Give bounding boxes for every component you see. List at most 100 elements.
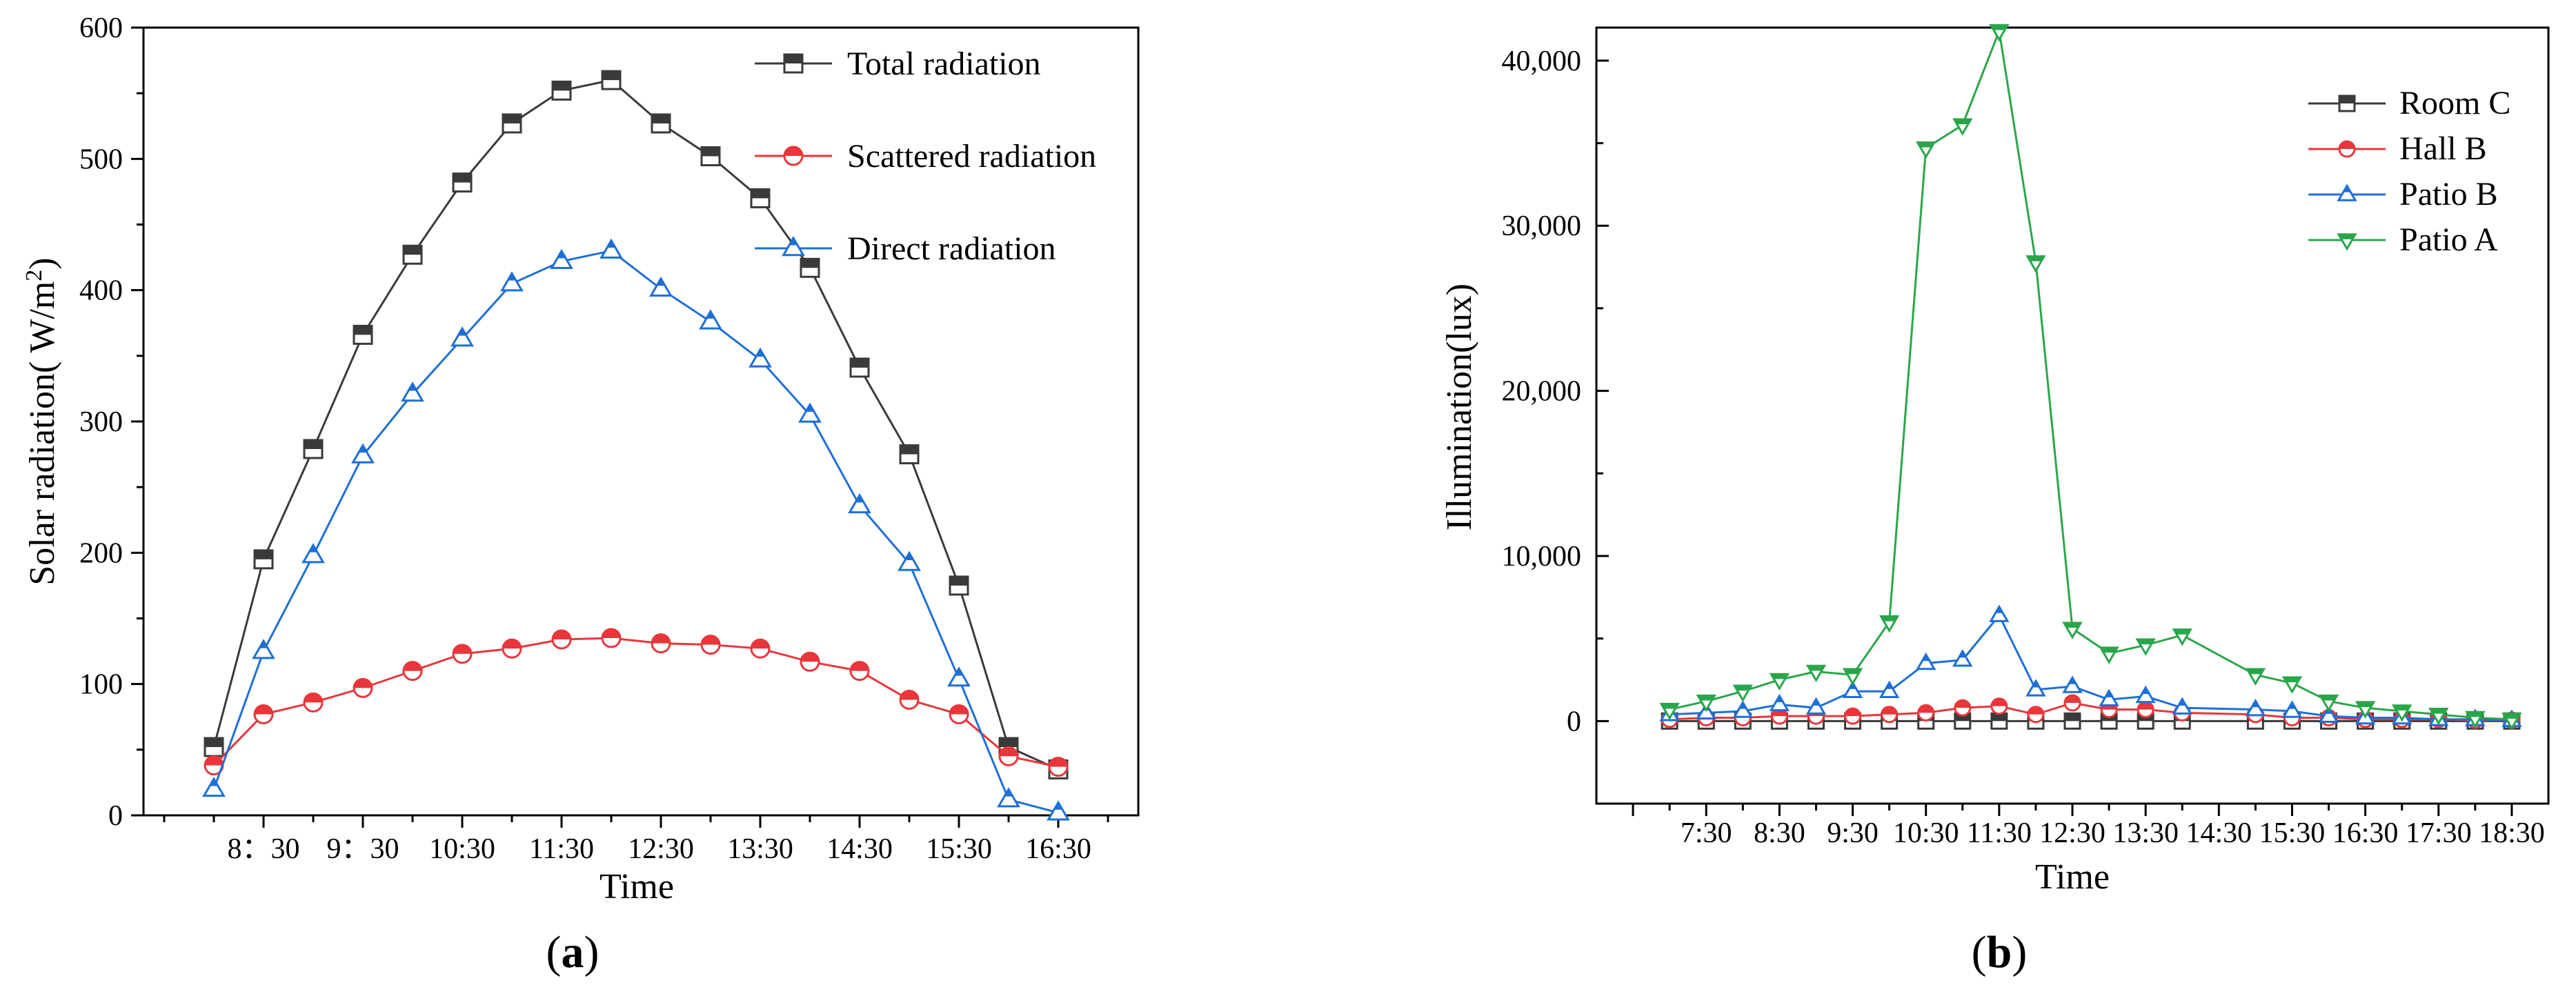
panel-a-point-0 bbox=[353, 324, 373, 345]
panel-a-point-0 bbox=[402, 244, 423, 265]
panel-a-point-1 bbox=[601, 628, 622, 648]
panel-b-point-2 bbox=[1989, 604, 2010, 622]
panel-b-xtick-label: 9:30 bbox=[1827, 817, 1879, 849]
panel-a-point-2 bbox=[600, 238, 623, 259]
panel-b-point-3 bbox=[2428, 707, 2449, 726]
panel-b-point-1 bbox=[1881, 706, 1899, 724]
panel-b-xtick-label: 10:30 bbox=[1893, 817, 1959, 849]
panel-b-point-3 bbox=[1769, 673, 1790, 691]
panel-b-point-3 bbox=[1842, 668, 1863, 686]
panel-b-xtick-label: 8:30 bbox=[1754, 817, 1805, 849]
panel-b-point-3 bbox=[1952, 118, 1973, 136]
panel-a-point-1 bbox=[452, 644, 473, 664]
panel-b-point-3 bbox=[1915, 141, 1936, 159]
panel-a-ylabel-close: ) bbox=[23, 257, 62, 269]
panel-a-point-0 bbox=[849, 357, 870, 378]
panel-a-point-2 bbox=[947, 666, 971, 687]
panel-a-point-1 bbox=[204, 755, 224, 776]
panel-b-point-2 bbox=[2245, 698, 2266, 717]
panel-b-caption-close: ) bbox=[2012, 927, 2027, 977]
panel-a-point-2 bbox=[252, 639, 275, 659]
panel-a-ylabel-text: Solar radiation( W/m bbox=[23, 281, 62, 586]
panel-a-point-1 bbox=[1048, 757, 1069, 777]
panel-b-point-3 bbox=[1659, 702, 1680, 721]
panel-a-ytick-label: 100 bbox=[79, 669, 123, 701]
panel-a-series-line-1 bbox=[212, 637, 1059, 768]
panel-a-point-1 bbox=[800, 651, 820, 672]
panel-a-point-2 bbox=[550, 248, 573, 270]
panel-a-point-2 bbox=[500, 271, 524, 292]
panel-a-xtick-label: 15:30 bbox=[926, 833, 992, 865]
panel-b-point-3 bbox=[2025, 255, 2046, 273]
panel-b-point-3 bbox=[1989, 24, 2010, 42]
panel-a-point-0 bbox=[700, 146, 721, 167]
panel-a-point-2 bbox=[848, 493, 871, 514]
panel-b-point-2 bbox=[1732, 700, 1754, 718]
panel-a-point-2 bbox=[401, 381, 424, 402]
panel-a-point-0 bbox=[303, 439, 324, 459]
panel-a-xtick-label: 13:30 bbox=[727, 833, 793, 865]
panel-a-point-1 bbox=[402, 661, 423, 682]
panel-b-point-3 bbox=[2281, 676, 2303, 694]
panel-b-legend-marker bbox=[2338, 140, 2356, 158]
panel-b-point-3 bbox=[2318, 694, 2339, 713]
panel-b-point-2 bbox=[1952, 649, 1973, 667]
panel-a-xtick-label: 16:30 bbox=[1025, 833, 1091, 865]
panel-a-point-1 bbox=[651, 633, 671, 654]
panel-b-point-2 bbox=[1842, 680, 1863, 698]
panel-a-ytick-label: 0 bbox=[108, 800, 123, 832]
panel-a-xlabel: Time bbox=[600, 867, 674, 906]
panel-a-point-0 bbox=[452, 172, 473, 193]
panel-a-point-1 bbox=[551, 629, 572, 650]
panel-a-series-line-0 bbox=[212, 79, 1059, 771]
panel-a: 0 100 200 300 400 500 600 8：30 9：30 10:30 11:30 12… bbox=[21, 12, 1140, 977]
panel-b-point-2 bbox=[2099, 688, 2119, 706]
panel-b-point-0 bbox=[1990, 712, 2008, 730]
panel-a-legend-label: Direct radiation bbox=[847, 230, 1056, 267]
panel-a-ytick-label: 500 bbox=[79, 143, 123, 175]
panel-a-xtick-label: 8：30 bbox=[227, 833, 299, 865]
panel-a-ytick-label: 300 bbox=[79, 406, 123, 438]
panel-a-series-line-2 bbox=[212, 249, 1059, 814]
panel-a-ytick-label: 200 bbox=[79, 537, 123, 569]
panel-a-legend-marker bbox=[783, 146, 804, 166]
panel-a-point-0 bbox=[253, 549, 274, 570]
panel-b-point-2 bbox=[2281, 700, 2303, 718]
panel-b-point-1 bbox=[1990, 697, 2008, 715]
panel-a-legend-label: Total radiation bbox=[847, 46, 1041, 82]
panel-a-point-2 bbox=[699, 309, 722, 330]
panel-b-point-3 bbox=[1805, 664, 1827, 683]
panel-b-legend-marker bbox=[2337, 233, 2357, 251]
panel-a-point-1 bbox=[353, 677, 373, 698]
panel-a-point-2 bbox=[997, 787, 1020, 808]
panel-b-xtick-label: 11:30 bbox=[1967, 817, 2032, 849]
panel-a-point-0 bbox=[750, 188, 771, 208]
panel-b-point-3 bbox=[1696, 694, 1716, 713]
panel-b-point-3 bbox=[2245, 668, 2266, 686]
panel-b-legend: Room C Hall B Patio B Patio A bbox=[2308, 85, 2510, 258]
panel-a-point-2 bbox=[749, 347, 772, 368]
panel-b-point-2 bbox=[2062, 675, 2083, 693]
panel-b-ytick-label: 40,000 bbox=[1502, 46, 1582, 77]
panel-b-ylabel: Illumination(lux) bbox=[1440, 284, 1479, 530]
panel-a-point-1 bbox=[303, 692, 324, 713]
panel-b-point-2 bbox=[1879, 680, 1900, 698]
panel-a-xtick-label: 14:30 bbox=[826, 833, 893, 865]
panel-b-point-3 bbox=[2355, 701, 2376, 719]
panel-a-point-1 bbox=[998, 746, 1019, 766]
panel-b-xtick-label: 14:30 bbox=[2186, 817, 2252, 849]
panel-b-point-2 bbox=[2135, 685, 2156, 704]
panel-b-xlabel: Time bbox=[2035, 857, 2110, 897]
panel-b-legend-label: Patio A bbox=[2399, 221, 2498, 258]
panel-b-point-3 bbox=[2501, 713, 2522, 730]
panel-b-series-line-3 bbox=[1669, 27, 2512, 721]
panel-a-point-1 bbox=[700, 635, 721, 655]
panel-a-point-2 bbox=[301, 543, 325, 564]
panel-b-xtick-label: 7:30 bbox=[1681, 817, 1732, 849]
panel-b-series-line-2 bbox=[1670, 613, 2512, 722]
panel-a-xtick-label: 10:30 bbox=[429, 833, 495, 865]
panel-b-point-3 bbox=[1879, 615, 1900, 633]
panel-b-point-2 bbox=[1805, 697, 1827, 715]
panel-a-legend-marker bbox=[783, 53, 804, 74]
